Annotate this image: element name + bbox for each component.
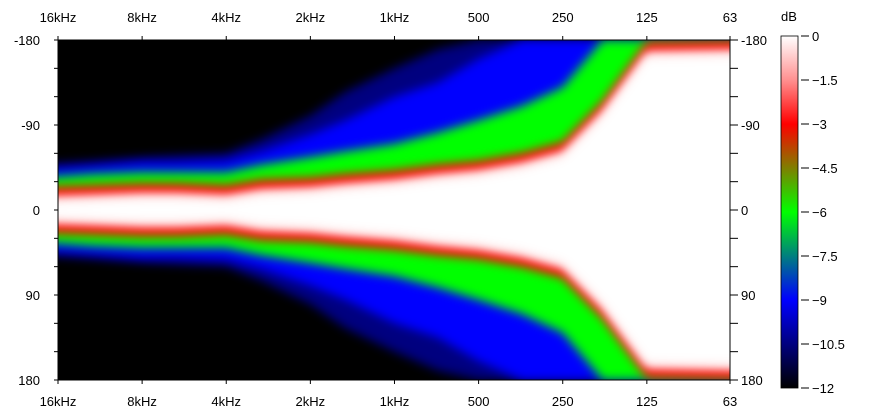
x-tick-label-bottom: 1kHz [380, 394, 410, 409]
x-tick-label-top: 500 [468, 10, 490, 25]
colorbar [780, 35, 799, 389]
x-tick-label-top: 1kHz [380, 10, 410, 25]
x-axis-bottom: 16kHz 8kHz 4kHz 2kHz 1kHz 500 250 125 63 [40, 380, 737, 409]
x-tick-label-top: 8kHz [127, 10, 157, 25]
colorbar-tick-label: −10.5 [812, 337, 845, 352]
heatmap-bands [58, 40, 730, 380]
y-axis-right: -180 -90 0 90 180 [730, 33, 767, 388]
y-tick-label-right: 0 [741, 203, 748, 218]
y-tick-label-right: 180 [741, 373, 763, 388]
colorbar-ticks: 0 −1.5 −3 −4.5 −6 −7.5 −9 −10.5 −12 [801, 29, 845, 396]
y-tick-label-right: -180 [741, 33, 767, 48]
colorbar-tick-label: −12 [812, 381, 834, 396]
y-axis-left: -180 -90 0 90 180 [14, 33, 58, 388]
x-tick-label-top: 16kHz [40, 10, 77, 25]
x-tick-label-bottom: 4kHz [211, 394, 241, 409]
x-tick-label-bottom: 250 [552, 394, 574, 409]
x-tick-label-bottom: 125 [636, 394, 658, 409]
x-tick-label-top: 63 [723, 10, 737, 25]
y-tick-label-right: 90 [741, 288, 755, 303]
x-tick-label-top: 2kHz [296, 10, 326, 25]
colorbar-label: dB [781, 9, 797, 24]
y-tick-label-left: -180 [14, 33, 40, 48]
x-axis-top: 16kHz 8kHz 4kHz 2kHz 1kHz 500 250 125 63 [40, 10, 737, 40]
y-tick-label-left: 0 [33, 203, 40, 218]
x-tick-label-bottom: 63 [723, 394, 737, 409]
colorbar-tick-label: 0 [812, 29, 819, 44]
y-tick-label-left: -90 [21, 118, 40, 133]
band-0db [58, 55, 730, 365]
colorbar-tick-label: −3 [812, 117, 827, 132]
y-tick-label-left: 180 [18, 373, 40, 388]
x-tick-label-bottom: 16kHz [40, 394, 77, 409]
x-tick-label-top: 250 [552, 10, 574, 25]
x-tick-label-top: 4kHz [211, 10, 241, 25]
colorbar-tick-label: −1.5 [812, 73, 838, 88]
colorbar-tick-label: −4.5 [812, 161, 838, 176]
colorbar-tick-label: −6 [812, 205, 827, 220]
x-tick-label-bottom: 500 [468, 394, 490, 409]
colorbar-tick-label: −9 [812, 293, 827, 308]
colorbar-tick-label: −7.5 [812, 249, 838, 264]
y-tick-label-right: -90 [741, 118, 760, 133]
x-tick-label-bottom: 2kHz [296, 394, 326, 409]
x-tick-label-top: 125 [636, 10, 658, 25]
y-tick-label-left: 90 [26, 288, 40, 303]
x-tick-label-bottom: 8kHz [127, 394, 157, 409]
